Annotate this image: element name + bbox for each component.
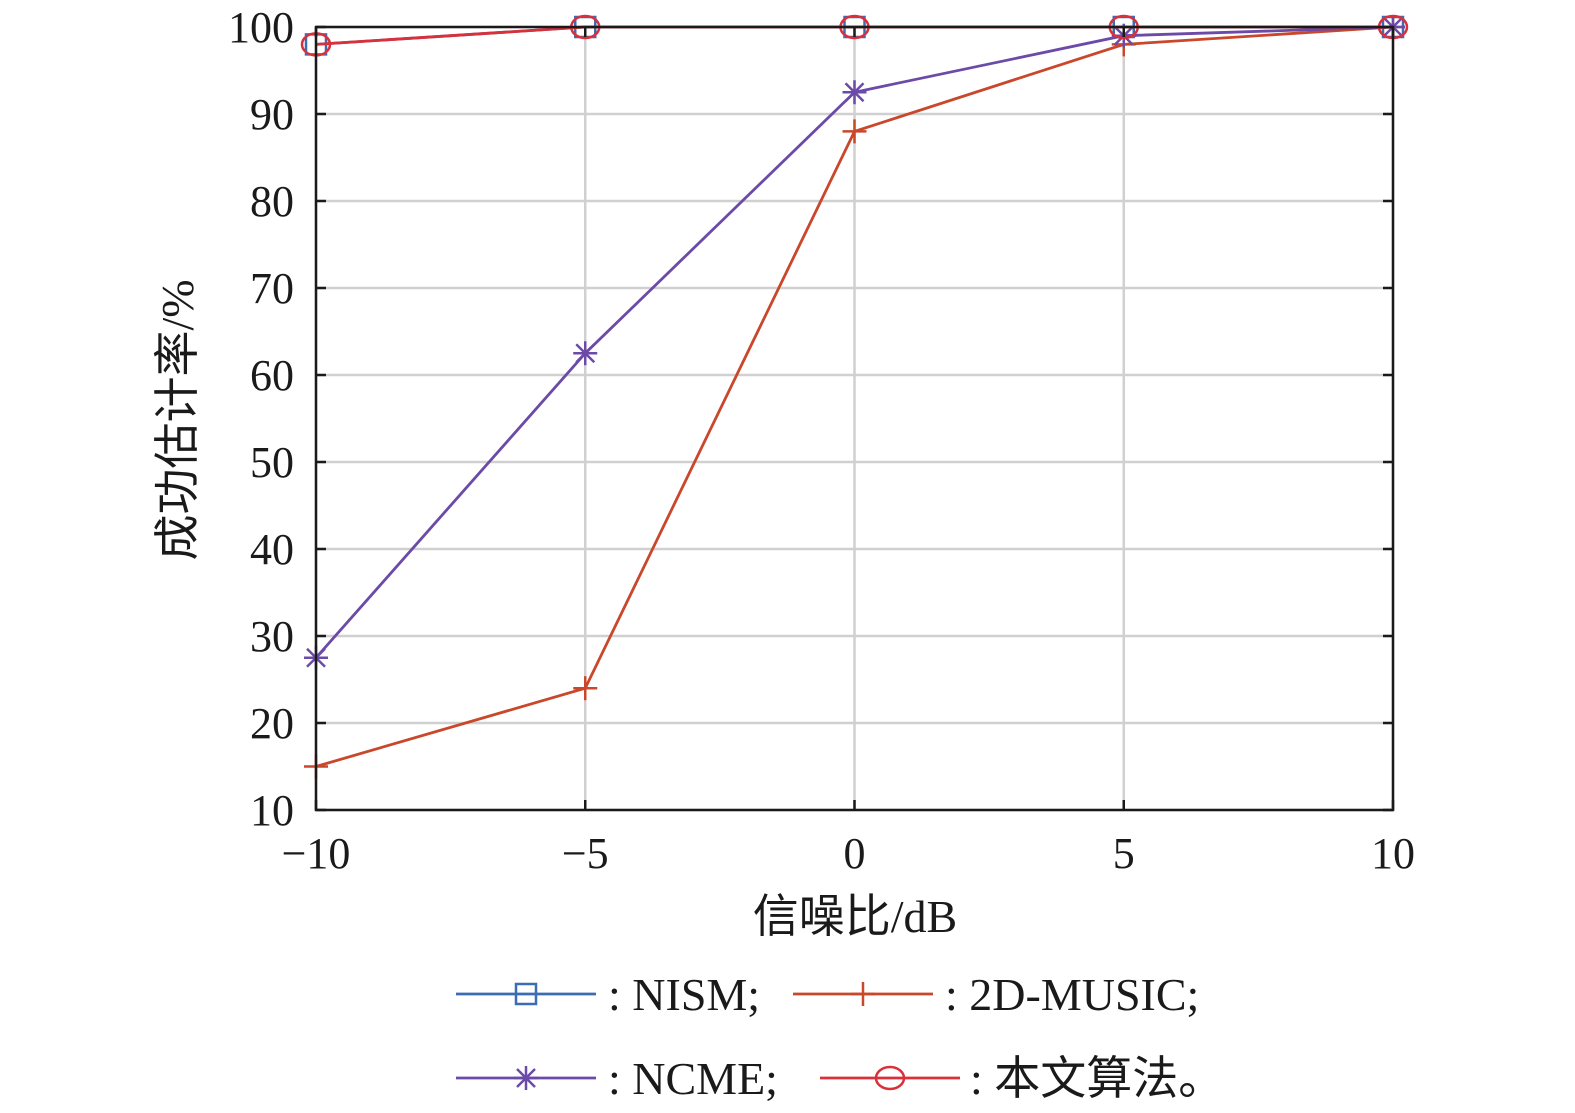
legend-item-本文算法: : 本文算法。 — [820, 1053, 1224, 1104]
legend: : NISM; : 2D-MUSIC; : NCME; : 本文算法。 — [456, 969, 1224, 1104]
x-tick-label: 10 — [1371, 829, 1415, 878]
legend-label: : NISM; — [608, 969, 760, 1020]
y-tick-label: 50 — [250, 438, 294, 487]
asterisk-d2 — [575, 343, 596, 364]
asterisk-d2 — [844, 82, 865, 103]
ticks: −10 −5 0 5 10 10 20 30 40 50 60 70 80 90 100 — [228, 3, 1415, 878]
square-marker — [514, 982, 538, 1006]
plus-marker — [851, 982, 875, 1006]
y-tick-label: 60 — [250, 351, 294, 400]
asterisk-marker — [842, 80, 867, 105]
y-tick-label: 70 — [250, 264, 294, 313]
asterisk-d2 — [516, 1068, 536, 1088]
plus-marker — [842, 119, 867, 144]
y-tick-label: 30 — [250, 612, 294, 661]
x-axis-label: 信噪比/dB — [753, 891, 957, 942]
circle-marker-shape — [874, 1065, 906, 1091]
y-tick-label: 80 — [250, 177, 294, 226]
square-marker-shape — [514, 982, 538, 1006]
x-tick-label: −10 — [282, 829, 351, 878]
legend-label: : 本文算法。 — [970, 1053, 1224, 1104]
grid — [314, 25, 1395, 812]
legend-label: : 2D-MUSIC; — [945, 969, 1199, 1020]
y-tick-label: 20 — [250, 699, 294, 748]
x-tick-label: 5 — [1113, 829, 1135, 878]
asterisk-marker — [514, 1066, 538, 1090]
legend-item-NCME: : NCME; — [456, 1053, 778, 1104]
x-tick-label: −5 — [562, 829, 609, 878]
asterisk-marker — [573, 341, 598, 366]
y-tick-label: 40 — [250, 525, 294, 574]
circle-marker — [874, 1065, 906, 1091]
legend-item-NISM: : NISM; — [456, 969, 760, 1020]
y-tick-label: 10 — [250, 786, 294, 835]
x-tick-label: 0 — [844, 829, 866, 878]
y-tick-label: 100 — [228, 3, 294, 52]
y-axis-label: 成功估计率/% — [152, 279, 203, 560]
plus-marker — [573, 676, 598, 701]
y-tick-label: 90 — [250, 90, 294, 139]
legend-item-2D-MUSIC: : 2D-MUSIC; — [793, 969, 1199, 1020]
legend-label: : NCME; — [608, 1053, 778, 1104]
